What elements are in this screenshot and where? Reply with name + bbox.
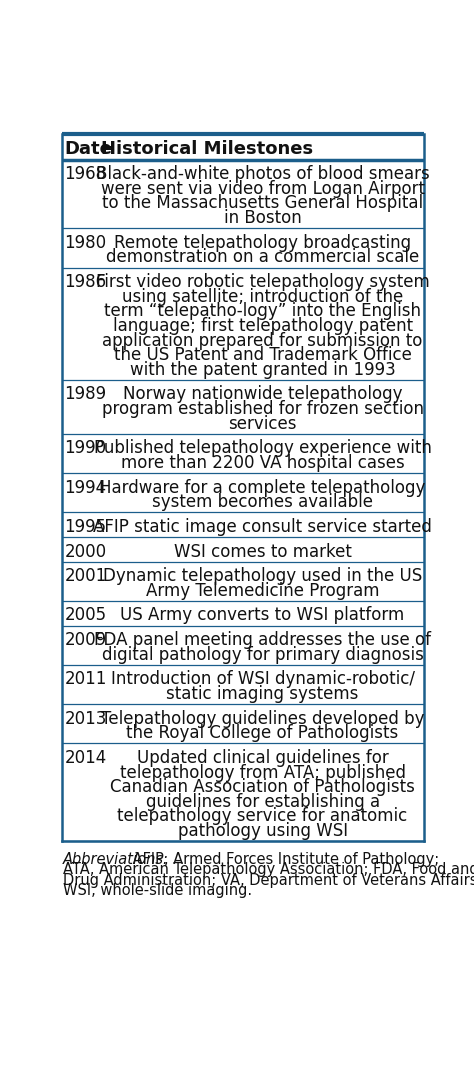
Text: were sent via video from Logan Airport: were sent via video from Logan Airport	[100, 180, 425, 198]
Text: Telepathology guidelines developed by: Telepathology guidelines developed by	[101, 709, 424, 728]
Text: 1990: 1990	[64, 440, 107, 457]
Text: telepathology from ATA; published: telepathology from ATA; published	[119, 764, 406, 781]
Text: the Royal College of Pathologists: the Royal College of Pathologists	[127, 725, 399, 742]
Text: Remote telepathology broadcasting: Remote telepathology broadcasting	[114, 234, 411, 251]
Text: Norway nationwide telepathology: Norway nationwide telepathology	[123, 385, 402, 404]
Text: in Boston: in Boston	[224, 209, 301, 227]
Text: term “telepatho­logy” into the English: term “telepatho­logy” into the English	[104, 302, 421, 320]
Text: using satellite; introduction of the: using satellite; introduction of the	[122, 287, 403, 306]
Text: 2011: 2011	[64, 670, 107, 689]
Text: WSI, whole-slide imaging.: WSI, whole-slide imaging.	[63, 883, 252, 899]
Text: 2014: 2014	[64, 749, 107, 767]
Text: US Army converts to WSI platform: US Army converts to WSI platform	[120, 606, 405, 625]
Text: First video robotic telepathology system: First video robotic telepathology system	[96, 273, 429, 290]
Text: 1986: 1986	[64, 273, 107, 290]
Text: application prepared for submission to: application prepared for submission to	[102, 332, 423, 349]
Text: program established for frozen section: program established for frozen section	[101, 400, 424, 418]
Text: demonstration on a commercial scale: demonstration on a commercial scale	[106, 248, 419, 267]
Text: Canadian Association of Pathologists: Canadian Association of Pathologists	[110, 778, 415, 796]
Text: language; first telepathology patent: language; first telepathology patent	[112, 317, 413, 335]
Text: 1995: 1995	[64, 518, 107, 536]
Text: AFIP, Armed Forces Institute of Pathology;: AFIP, Armed Forces Institute of Patholog…	[128, 852, 439, 867]
Text: 2005: 2005	[64, 606, 107, 625]
Text: more than 2200 VA hospital cases: more than 2200 VA hospital cases	[121, 454, 404, 472]
Text: system becomes available: system becomes available	[152, 493, 373, 511]
Text: services: services	[228, 415, 297, 433]
Text: 1989: 1989	[64, 385, 107, 404]
Text: Dynamic telepathology used in the US: Dynamic telepathology used in the US	[103, 567, 422, 585]
Text: 2009: 2009	[64, 631, 107, 650]
Text: Black-and-white photos of blood smears: Black-and-white photos of blood smears	[96, 165, 429, 183]
Text: digital pathology for primary diagnosis: digital pathology for primary diagnosis	[101, 645, 423, 664]
Text: Updated clinical guidelines for: Updated clinical guidelines for	[137, 749, 389, 767]
Text: Introduction of WSI dynamic-robotic/: Introduction of WSI dynamic-robotic/	[110, 670, 415, 689]
Text: 1994: 1994	[64, 479, 107, 496]
Text: Date: Date	[64, 139, 112, 158]
Text: 1980: 1980	[64, 234, 107, 251]
Text: pathology using WSI: pathology using WSI	[178, 823, 347, 840]
Text: 1968: 1968	[64, 165, 107, 183]
Text: 2001: 2001	[64, 567, 107, 585]
Text: Published telepathology experience with: Published telepathology experience with	[94, 440, 431, 457]
Text: 2013: 2013	[64, 709, 107, 728]
Text: Abbreviations:: Abbreviations:	[63, 852, 169, 867]
Text: FDA panel meeting addresses the use of: FDA panel meeting addresses the use of	[94, 631, 431, 650]
Text: Hardware for a complete telepathology: Hardware for a complete telepathology	[100, 479, 426, 496]
Text: Army Telemedicine Program: Army Telemedicine Program	[146, 582, 379, 599]
Text: Historical Milestones: Historical Milestones	[101, 139, 314, 158]
Text: to the Massachusetts General Hospital: to the Massachusetts General Hospital	[102, 195, 423, 212]
Text: ATA, American Telepathology Association; FDA, Food and: ATA, American Telepathology Association;…	[63, 863, 474, 877]
Text: 2000: 2000	[64, 543, 107, 560]
Text: WSI comes to market: WSI comes to market	[173, 543, 352, 560]
Text: guidelines for establishing a: guidelines for establishing a	[146, 793, 380, 811]
Text: static imaging systems: static imaging systems	[166, 685, 359, 703]
Text: telepathology service for anatomic: telepathology service for anatomic	[118, 807, 408, 826]
Text: AFIP static image consult service started: AFIP static image consult service starte…	[93, 518, 432, 536]
Text: with the patent granted in 1993: with the patent granted in 1993	[130, 361, 395, 379]
Text: Drug Administration; VA, Department of Veterans Affairs;: Drug Administration; VA, Department of V…	[63, 873, 474, 888]
Text: the US Patent and Trademark Office: the US Patent and Trademark Office	[114, 346, 411, 364]
